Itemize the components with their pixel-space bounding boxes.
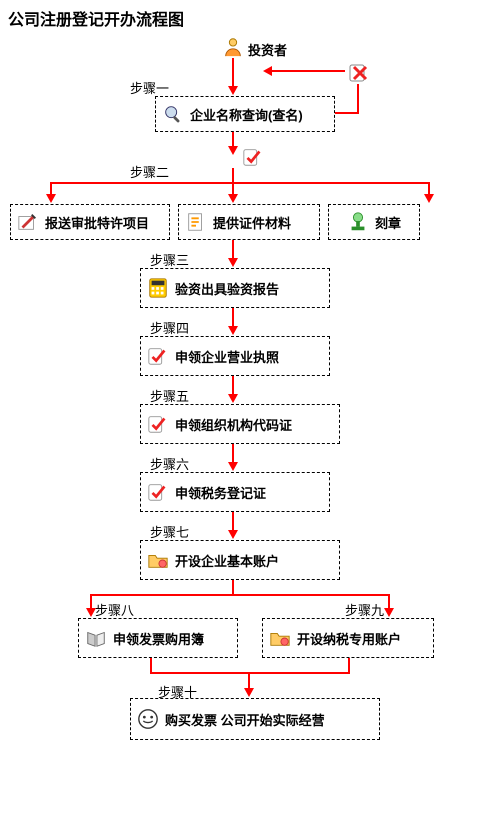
node-tax-account: 开设纳税专用账户	[262, 618, 434, 658]
step-label-2: 步骤二	[130, 162, 169, 181]
step-label-7: 步骤七	[150, 522, 189, 541]
magnifier-icon	[162, 103, 184, 125]
step-label-6: 步骤六	[150, 454, 189, 473]
node-business-license: 申领企业营业执照	[140, 336, 330, 376]
step-label-3: 步骤三	[150, 250, 189, 269]
arrow	[232, 580, 234, 594]
arrow-head	[424, 194, 434, 203]
books-icon	[85, 627, 107, 649]
arrow	[150, 658, 152, 672]
check-icon	[242, 146, 264, 168]
flowchart-canvas: 公司注册登记开办流程图 投资者 步骤一 企业名称查询(查名)	[0, 0, 500, 816]
arrow	[232, 376, 234, 396]
node-buy-invoice: 购买发票 公司开始实际经营	[130, 698, 380, 740]
node-label: 刻章	[375, 213, 401, 232]
arrow-head	[228, 86, 238, 95]
arrow	[270, 70, 345, 72]
arrow	[348, 658, 350, 672]
node-materials: 提供证件材料	[178, 204, 320, 240]
arrow-head	[228, 258, 238, 267]
smile-icon	[137, 708, 159, 730]
node-label: 申领组织机构代码证	[175, 415, 292, 434]
node-label: 验资出具验资报告	[175, 279, 279, 298]
node-label: 申领税务登记证	[175, 483, 266, 502]
node-label: 企业名称查询(查名)	[190, 105, 303, 124]
write-icon	[17, 211, 39, 233]
calc-icon	[147, 277, 169, 299]
node-label: 开设企业基本账户	[175, 551, 279, 570]
arrow-head	[46, 194, 56, 203]
arrow	[232, 58, 234, 88]
arrow	[232, 308, 234, 328]
arrow	[150, 672, 350, 674]
arrow-head	[384, 608, 394, 617]
arrow-head	[228, 394, 238, 403]
folder-icon	[269, 627, 291, 649]
arrow-head	[228, 530, 238, 539]
node-basic-account: 开设企业基本账户	[140, 540, 340, 580]
arrow	[232, 512, 234, 532]
doc-icon	[185, 211, 207, 233]
node-label: 申领发票购用簿	[113, 629, 204, 648]
step-label-8: 步骤八	[95, 600, 134, 619]
node-org-code: 申领组织机构代码证	[140, 404, 340, 444]
node-label: 申领企业营业执照	[175, 347, 279, 366]
step-label-4: 步骤四	[150, 318, 189, 337]
step-label-1: 步骤一	[130, 78, 169, 97]
node-name-query: 企业名称查询(查名)	[155, 96, 335, 132]
arrow	[232, 444, 234, 464]
arrow	[357, 84, 359, 114]
node-invoice-book: 申领发票购用簿	[78, 618, 238, 658]
arrow-head	[244, 688, 254, 697]
check-icon	[147, 413, 169, 435]
arrow-head	[228, 462, 238, 471]
arrow	[270, 70, 272, 74]
step-label-5: 步骤五	[150, 386, 189, 405]
arrow-head	[228, 326, 238, 335]
check-icon	[147, 481, 169, 503]
node-approval: 报送审批特许项目	[10, 204, 170, 240]
arrow	[50, 182, 430, 184]
step-label-9: 步骤九	[345, 600, 384, 619]
node-label: 提供证件材料	[213, 213, 291, 232]
node-label: 开设纳税专用账户	[297, 629, 401, 648]
node-label: 购买发票 公司开始实际经营	[165, 710, 325, 729]
investor-label: 投资者	[248, 40, 287, 59]
page-title: 公司注册登记开办流程图	[8, 6, 184, 30]
stamp-icon	[347, 211, 369, 233]
arrow	[232, 168, 234, 182]
arrow	[90, 594, 390, 596]
cross-icon	[347, 60, 369, 82]
node-tax-reg: 申领税务登记证	[140, 472, 330, 512]
check-icon	[147, 345, 169, 367]
person-icon	[222, 36, 244, 58]
node-label: 报送审批特许项目	[45, 213, 149, 232]
folder-icon	[147, 549, 169, 571]
arrow-head	[228, 146, 238, 155]
arrow	[335, 112, 359, 114]
arrow	[232, 240, 234, 260]
node-capital-report: 验资出具验资报告	[140, 268, 330, 308]
arrow-head	[228, 194, 238, 203]
node-seal: 刻章	[328, 204, 420, 240]
